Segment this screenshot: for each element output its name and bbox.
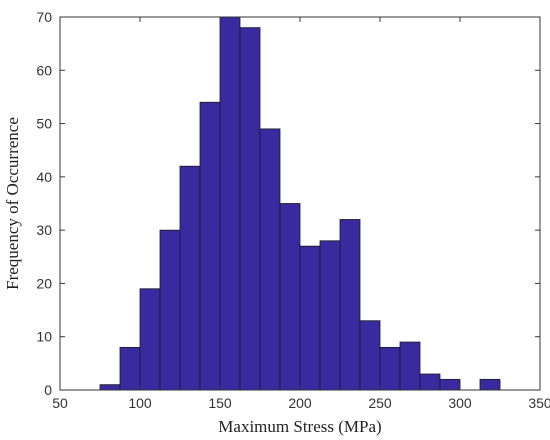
histogram-bar: [419, 373, 441, 391]
x-tick-label: 200: [288, 395, 312, 411]
histogram-bar: [359, 320, 381, 391]
axes-frame: [59, 16, 541, 391]
histogram-bar: [159, 229, 181, 391]
histogram-bar: [379, 346, 401, 391]
histogram-bar: [439, 378, 461, 391]
y-tick-label: 60: [36, 62, 52, 78]
y-tick-label: 70: [36, 9, 52, 25]
histogram-bar: [279, 203, 301, 391]
x-tick-label: 100: [128, 395, 152, 411]
histogram-bar: [199, 101, 221, 391]
histogram-bar: [219, 16, 241, 391]
y-tick-label: 30: [36, 222, 52, 238]
bars: [99, 16, 501, 391]
x-tick-label: 50: [52, 395, 68, 411]
x-tick-label: 300: [448, 395, 472, 411]
x-tick-label: 150: [208, 395, 232, 411]
axis-ticks: 50 100 150 200 250 300 350 0 10 20 30 40 50 60 70: [36, 9, 550, 411]
y-tick-label: 0: [44, 382, 52, 398]
histogram-bar: [299, 245, 321, 391]
histogram-bar: [339, 219, 361, 391]
y-tick-label: 20: [36, 275, 52, 291]
histogram-bar: [99, 384, 121, 391]
x-tick-label: 350: [528, 395, 550, 411]
histogram-bar: [259, 128, 281, 391]
x-tick-label: 250: [368, 395, 392, 411]
histogram-bar: [239, 27, 261, 391]
histogram-bar: [179, 165, 201, 391]
y-axis-title: Frequency of Occurrence: [3, 117, 22, 290]
histogram-bar: [139, 288, 161, 391]
x-axis-title: Maximum Stress (MPa): [218, 417, 381, 436]
y-tick-label: 10: [36, 329, 52, 345]
y-tick-label: 40: [36, 169, 52, 185]
histogram-bar: [479, 378, 501, 391]
y-tick-label: 50: [36, 116, 52, 132]
histogram-bar: [319, 240, 341, 391]
histogram-bar: [119, 346, 141, 391]
histogram-bar: [399, 341, 421, 391]
